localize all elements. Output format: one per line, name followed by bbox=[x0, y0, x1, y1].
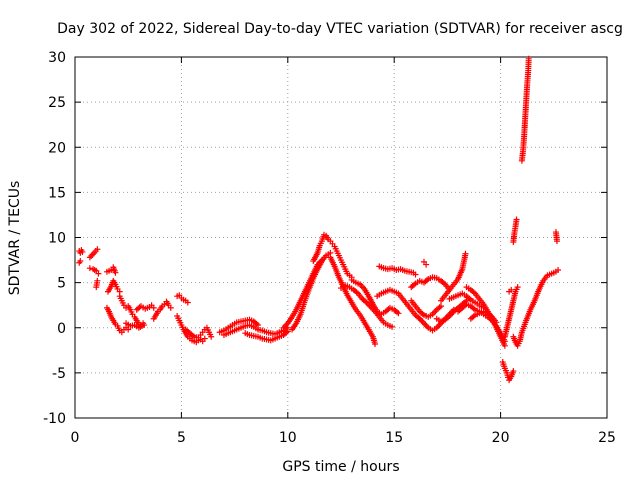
data-point bbox=[514, 284, 521, 291]
data-point bbox=[201, 335, 208, 342]
data-point bbox=[438, 303, 445, 310]
data-point bbox=[412, 271, 419, 278]
grid bbox=[75, 57, 607, 418]
y-tick-label: 0 bbox=[57, 321, 66, 337]
x-tick-label: 0 bbox=[71, 430, 80, 446]
y-tick-label: -10 bbox=[43, 411, 66, 427]
data-point bbox=[525, 55, 532, 62]
axis-ticks bbox=[74, 56, 608, 419]
y-tick-label: -5 bbox=[52, 366, 66, 382]
data-point bbox=[510, 368, 517, 375]
data-point bbox=[167, 304, 174, 311]
y-tick-label: 10 bbox=[48, 231, 66, 247]
data-point bbox=[86, 265, 93, 272]
data-point bbox=[395, 310, 402, 317]
data-point bbox=[94, 277, 101, 284]
data-point bbox=[423, 261, 430, 268]
data-point bbox=[95, 270, 102, 277]
data-point bbox=[389, 323, 396, 330]
data-point bbox=[184, 299, 191, 306]
y-axis-label: SDTVAR / TECUs bbox=[7, 181, 23, 296]
y-tick-labels: -10 -5 0 5 10 15 20 25 30 bbox=[43, 50, 66, 427]
data-point bbox=[553, 238, 560, 245]
data-points bbox=[76, 55, 562, 384]
y-tick-label: 30 bbox=[48, 50, 66, 66]
y-tick-label: 20 bbox=[48, 140, 66, 156]
x-axis-label: GPS time / hours bbox=[282, 459, 399, 475]
data-point bbox=[112, 269, 119, 276]
data-point bbox=[501, 342, 508, 349]
y-tick-label: 5 bbox=[57, 276, 66, 292]
data-point bbox=[513, 216, 520, 223]
data-point bbox=[372, 340, 379, 347]
y-tick-label: 25 bbox=[48, 95, 66, 111]
x-tick-labels: 0 5 10 15 20 25 bbox=[71, 430, 616, 446]
data-point bbox=[94, 246, 101, 253]
data-point bbox=[77, 257, 84, 264]
x-tick-label: 25 bbox=[598, 430, 616, 446]
data-point bbox=[79, 248, 86, 255]
data-point bbox=[508, 286, 515, 293]
y-tick-label: 15 bbox=[48, 185, 66, 201]
chart-title: Day 302 of 2022, Sidereal Day-to-day VTE… bbox=[57, 21, 623, 37]
data-point bbox=[150, 304, 157, 311]
x-tick-label: 10 bbox=[279, 430, 297, 446]
x-tick-label: 15 bbox=[385, 430, 403, 446]
data-point bbox=[208, 333, 215, 340]
data-point bbox=[462, 250, 469, 257]
data-point bbox=[141, 322, 148, 329]
x-tick-label: 5 bbox=[177, 430, 186, 446]
data-point bbox=[493, 319, 500, 326]
data-point bbox=[555, 266, 562, 273]
x-tick-label: 20 bbox=[492, 430, 510, 446]
